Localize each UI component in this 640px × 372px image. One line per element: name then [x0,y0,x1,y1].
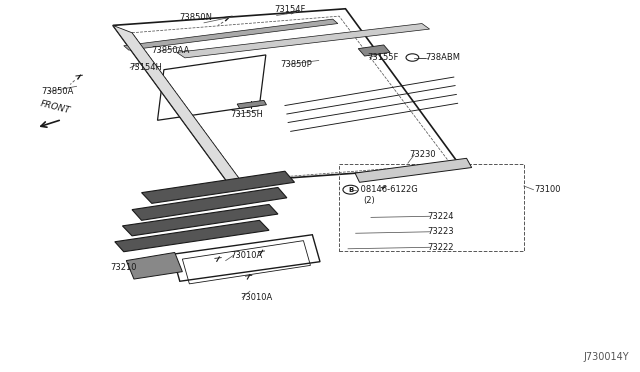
Text: J730014Y: J730014Y [584,353,629,362]
Polygon shape [237,100,266,109]
Text: 73850A: 73850A [41,87,73,96]
Text: 73155H: 73155H [231,109,264,119]
Text: 73155F: 73155F [368,53,399,62]
Text: 73850N: 73850N [179,13,212,22]
Text: 73010A: 73010A [241,293,273,302]
Text: 73210: 73210 [110,263,136,272]
Text: 08146-6122G: 08146-6122G [358,185,418,194]
Polygon shape [113,25,241,182]
Text: 73230: 73230 [409,150,436,159]
Text: 73224: 73224 [427,212,454,221]
Text: 73154F: 73154F [274,5,305,14]
Polygon shape [122,205,278,236]
Text: 73154H: 73154H [129,63,162,72]
Polygon shape [177,23,429,58]
Text: 73100: 73100 [534,185,561,194]
Text: 73850P: 73850P [280,60,312,70]
Polygon shape [358,45,390,56]
Text: 73010A: 73010A [231,251,263,260]
Text: FRONT: FRONT [40,99,72,115]
Text: 73850AA: 73850AA [152,46,190,55]
Text: 73223: 73223 [427,227,454,236]
Polygon shape [126,253,182,279]
Polygon shape [124,19,338,50]
Text: (2): (2) [364,196,375,205]
Text: B: B [348,187,353,193]
Polygon shape [115,220,269,252]
Polygon shape [355,158,472,182]
Polygon shape [132,187,287,220]
Text: 738ABM: 738ABM [425,53,460,62]
Text: 73222: 73222 [427,243,454,252]
Polygon shape [141,171,294,203]
